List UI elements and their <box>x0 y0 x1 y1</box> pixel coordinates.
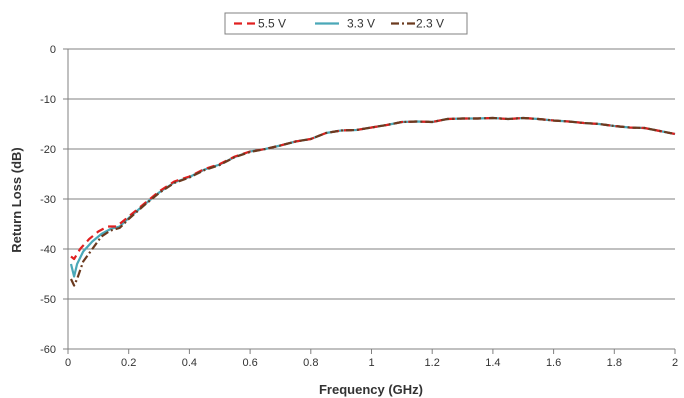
x-tick-label: 0.8 <box>303 357 318 369</box>
series-lines <box>69 116 676 287</box>
legend-frame <box>224 12 468 35</box>
series-line-2-3-v <box>70 116 676 287</box>
legend-label-3-3-v: 3.3 V <box>347 17 375 31</box>
y-tick-label: -50 <box>40 294 56 306</box>
series-line-5-5-v <box>70 116 676 261</box>
y-tick-label: -40 <box>40 244 56 256</box>
x-axis-title: Frequency (GHz) <box>319 382 423 397</box>
y-tick-label: -30 <box>40 194 56 206</box>
y-tick-label: 0 <box>50 44 56 56</box>
x-tick-label: 0.2 <box>121 357 136 369</box>
legend-label-2-3-v: 2.3 V <box>416 17 444 31</box>
x-tick-label: 1.2 <box>425 357 440 369</box>
x-tick-label: 1.6 <box>546 357 561 369</box>
y-tick-label: -60 <box>40 344 56 356</box>
y-tick-label: -20 <box>40 144 56 156</box>
series-line-3-3-v <box>69 116 676 278</box>
x-tick-label: 0 <box>65 357 71 369</box>
legend: 5.5 V 3.3 V 2.3 V <box>224 12 468 35</box>
x-tick-label: 1 <box>368 357 374 369</box>
legend-label-5-5-v: 5.5 V <box>258 17 286 31</box>
x-tick-label: 2 <box>672 357 678 369</box>
x-tick-label: 0.4 <box>182 357 197 369</box>
y-tick-label: -10 <box>40 94 56 106</box>
y-axis-title: Return Loss (dB) <box>9 147 24 252</box>
x-tick-label: 1.4 <box>485 357 500 369</box>
x-tick-label: 1.8 <box>607 357 622 369</box>
axes <box>63 48 676 354</box>
x-tick-label: 0.6 <box>242 357 257 369</box>
tick-labels: 0 -10 -20 -30 -40 -50 -60 0 0.2 0.4 0.6 0.8 1 1.2 1.4 1… <box>40 44 678 369</box>
gridlines <box>68 48 675 350</box>
